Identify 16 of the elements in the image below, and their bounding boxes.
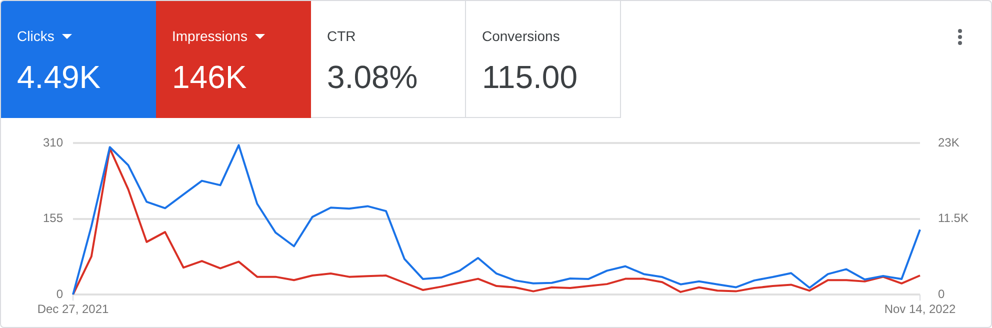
y-tick-label: 0 [56, 286, 64, 301]
text: CTR [327, 28, 356, 44]
y-tick-label: 310 [42, 136, 64, 150]
y2-tick-label: 23K [938, 136, 960, 150]
text: Impressions [172, 28, 248, 44]
y2-tick-label: 0 [938, 286, 945, 301]
text: 4.49K [17, 59, 102, 96]
y2-tick-label: 11.5K [938, 211, 968, 226]
text: 146K [172, 59, 248, 96]
y-tick-label: 155 [42, 211, 64, 226]
text: Conversions [482, 28, 560, 44]
text: Clicks [17, 28, 54, 44]
text: 3.08% [327, 59, 419, 96]
text: 115.00 [482, 59, 578, 96]
x-tick-label: Dec 27, 2021 [37, 302, 110, 316]
x-tick-label: Nov 14, 2022 [884, 302, 956, 316]
